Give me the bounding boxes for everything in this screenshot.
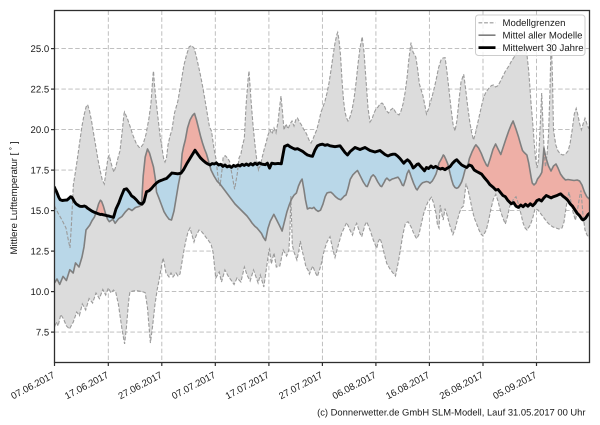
svg-text:Modellgrenzen: Modellgrenzen <box>503 18 566 29</box>
svg-text:10.0: 10.0 <box>31 287 50 298</box>
svg-text:Mittlere Lufttemperatur [ ˚ ]: Mittlere Lufttemperatur [ ˚ ] <box>9 141 20 254</box>
svg-text:17.5: 17.5 <box>31 166 50 177</box>
svg-text:(c) Donnerwetter.de GmbH SLM-M: (c) Donnerwetter.de GmbH SLM-Modell, Lau… <box>317 406 585 417</box>
svg-text:15.0: 15.0 <box>31 206 50 217</box>
svg-text:22.5: 22.5 <box>31 85 50 96</box>
svg-text:Mittelwert 30 Jahre: Mittelwert 30 Jahre <box>503 43 584 54</box>
svg-text:Mittel aller Modelle: Mittel aller Modelle <box>503 31 583 42</box>
svg-text:7.5: 7.5 <box>36 328 49 339</box>
svg-text:25.0: 25.0 <box>31 44 50 55</box>
svg-text:12.5: 12.5 <box>31 247 50 258</box>
svg-text:20.0: 20.0 <box>31 125 50 136</box>
